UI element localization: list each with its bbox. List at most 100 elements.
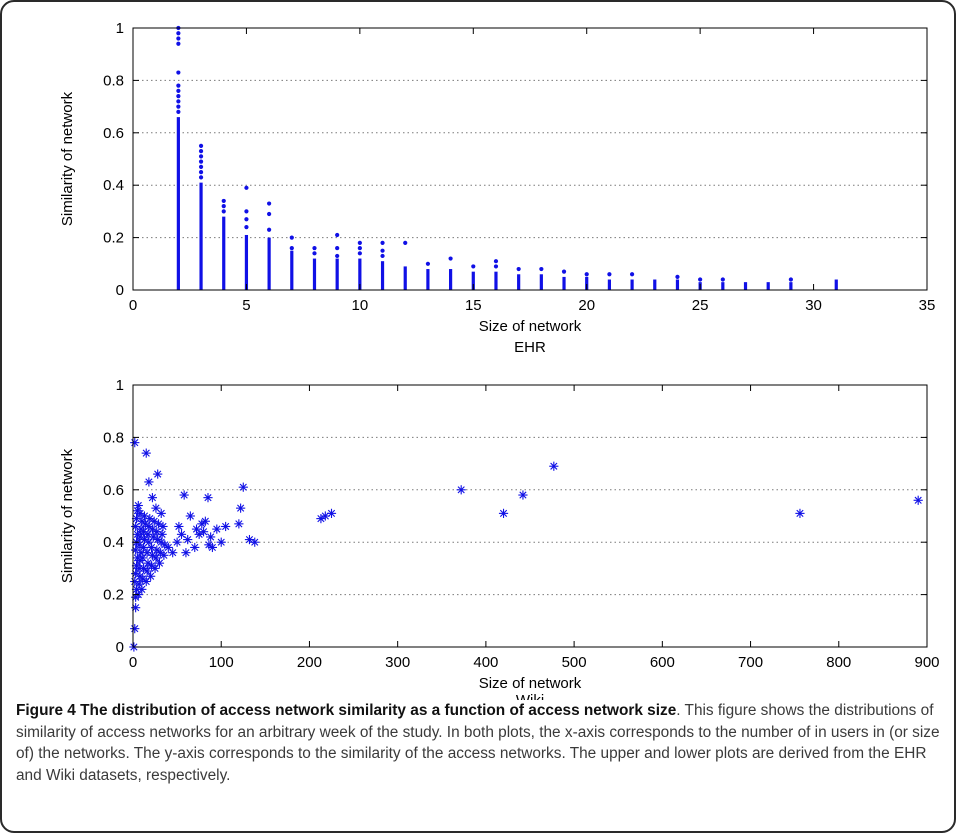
data-point [913,495,923,505]
asterisk-stroke [157,538,165,546]
asterisk-stroke [138,585,146,593]
asterisk-stroke [245,535,254,544]
asterisk-stroke [164,543,172,552]
data-point [267,201,272,206]
data-point [380,240,385,245]
caption-body: . This figure shows the distributions of… [16,702,940,784]
data-point [203,493,213,503]
data-point [584,272,589,277]
asterisk-stroke [148,525,157,533]
x-tick-label: 25 [692,297,709,314]
asterisk-stroke [169,549,177,557]
data-point [250,537,260,547]
data-point [157,529,167,539]
y-tick-label: 0.2 [103,230,124,247]
data-point [149,516,159,526]
asterisk-stroke [199,528,208,536]
asterisk-stroke [213,525,221,533]
asterisk-stroke [142,449,150,457]
data-point [176,104,181,109]
asterisk-stroke [153,546,161,554]
x-tick-label: 0 [129,654,137,671]
y-tick-label: 1 [116,377,124,394]
data-point [561,269,567,274]
data-point [131,603,141,613]
data-point [176,31,181,36]
asterisk-stroke [140,512,149,520]
data-point [176,529,187,539]
plot-frame [132,384,928,648]
x-tick-label: 15 [465,297,482,314]
data-point [168,548,178,558]
asterisk-stroke [150,517,158,525]
y-tick-label: 0.4 [103,534,124,551]
y-tick-label: 0 [116,282,124,299]
data-point [206,532,216,542]
asterisk-stroke [144,530,152,538]
data-point [335,245,340,251]
data-point [198,149,204,154]
asterisk-stroke [149,533,157,541]
data-point [425,261,431,266]
asterisk-stroke [135,580,143,588]
data-point [267,227,272,232]
data-point [357,251,362,256]
data-point [200,516,210,526]
data-point [156,508,166,518]
asterisk-stroke [145,478,153,486]
data-point [159,550,169,560]
data-point [720,277,725,282]
asterisk-stroke [152,504,160,512]
data-point [236,503,246,513]
y-tick-label: 1 [116,20,124,37]
asterisk-stroke [155,559,164,567]
data-point [198,170,204,175]
x-tick-label: 700 [738,654,763,671]
data-point [629,272,635,277]
asterisk-stroke [156,549,164,557]
data-point [181,548,191,558]
x-tick-label: 20 [578,297,595,314]
asterisk-stroke [159,522,167,531]
data-point [198,159,204,164]
asterisk-stroke [144,559,152,567]
asterisk-stroke [550,462,558,470]
data-point [144,477,154,487]
asterisk-stroke [139,554,147,562]
data-point [498,508,509,518]
x-tick-label: 200 [297,654,322,671]
data-point [176,109,181,114]
data-point [244,225,249,230]
asterisk-stroke [154,535,162,544]
asterisk-stroke [136,509,144,517]
data-point [326,508,337,518]
asterisk-stroke [146,515,154,523]
asterisk-stroke [136,533,144,541]
data-point [234,519,244,529]
data-point [357,245,362,251]
data-point [141,448,151,458]
asterisk-stroke [201,517,209,525]
data-point [198,143,204,148]
data-point [137,584,147,594]
data-point [380,253,385,259]
data-point [176,94,181,99]
x-tick-label: 400 [473,654,498,671]
data-point [133,500,143,511]
asterisk-stroke [207,533,215,541]
y-tick-label: 0.2 [103,587,124,604]
data-point [179,490,189,500]
asterisk-stroke [151,564,159,573]
data-point [198,527,209,537]
y-tick-label: 0.6 [103,482,124,499]
data-point [151,553,161,563]
y-tick-label: 0.4 [103,177,124,194]
data-point [380,248,385,253]
data-point [130,438,140,448]
data-point [176,83,181,88]
asterisk-stroke [184,535,192,544]
data-point [158,521,168,532]
data-point [357,240,362,245]
data-point [312,245,317,251]
asterisk-stroke [237,504,245,512]
